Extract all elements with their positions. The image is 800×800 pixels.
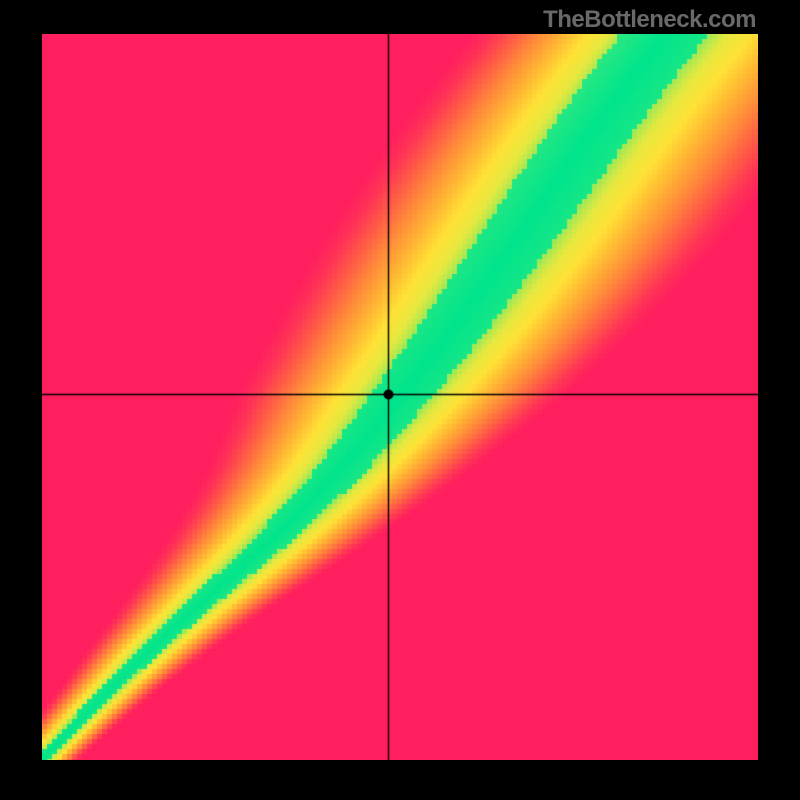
watermark-text: TheBottleneck.com bbox=[543, 6, 756, 34]
bottleneck-heatmap-canvas bbox=[42, 34, 758, 760]
